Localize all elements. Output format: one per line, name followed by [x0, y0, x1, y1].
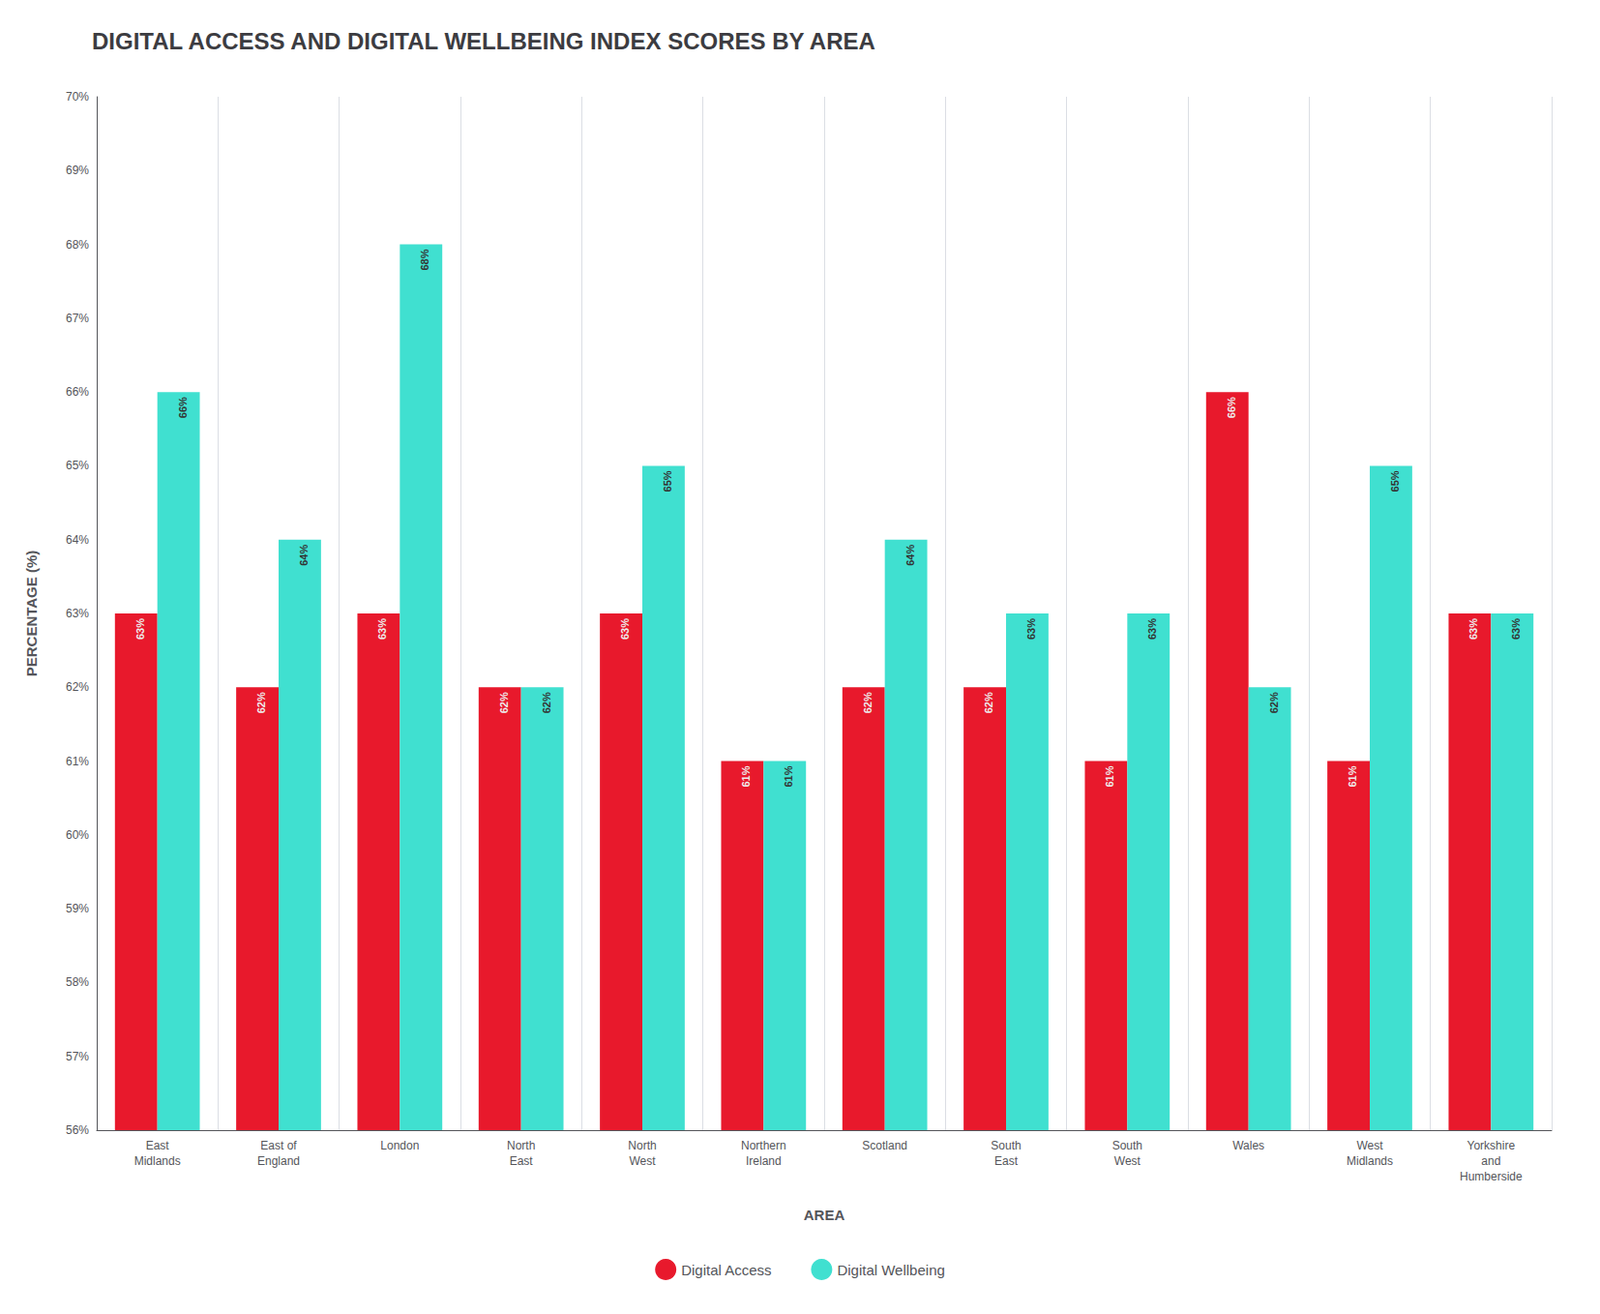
svg-text:67%: 67% [65, 311, 89, 326]
svg-text:63%: 63% [1025, 618, 1038, 640]
svg-text:66%: 66% [177, 396, 189, 418]
svg-text:Ireland: Ireland [745, 1154, 782, 1168]
svg-text:64%: 64% [904, 544, 917, 566]
svg-text:68%: 68% [418, 248, 431, 270]
svg-text:Northern: Northern [740, 1138, 787, 1153]
svg-text:West: West [1114, 1154, 1142, 1168]
svg-text:64%: 64% [297, 544, 310, 566]
svg-text:East: East [509, 1154, 534, 1168]
svg-text:PERCENTAGE (%): PERCENTAGE (%) [23, 550, 40, 678]
svg-text:70%: 70% [65, 89, 89, 104]
svg-text:North: North [627, 1138, 656, 1153]
svg-text:65%: 65% [661, 470, 674, 492]
svg-text:62%: 62% [861, 691, 874, 713]
svg-text:62%: 62% [65, 680, 89, 694]
svg-text:Humberside: Humberside [1459, 1169, 1523, 1184]
svg-text:West: West [628, 1154, 656, 1168]
svg-text:63%: 63% [1146, 618, 1158, 640]
svg-text:58%: 58% [65, 975, 89, 989]
svg-text:Scotland: Scotland [861, 1138, 908, 1153]
svg-text:61%: 61% [740, 765, 752, 787]
svg-text:62%: 62% [540, 691, 553, 713]
svg-text:and: and [1481, 1154, 1501, 1168]
svg-text:65%: 65% [65, 458, 89, 473]
svg-text:East: East [994, 1154, 1019, 1168]
svg-text:London: London [380, 1138, 419, 1153]
svg-text:62%: 62% [1268, 691, 1280, 713]
svg-text:Midlands: Midlands [1346, 1154, 1393, 1168]
svg-text:69%: 69% [65, 163, 89, 178]
svg-text:63%: 63% [65, 606, 89, 621]
svg-text:62%: 62% [982, 691, 995, 713]
svg-text:63%: 63% [1510, 618, 1522, 640]
svg-text:North: North [506, 1138, 535, 1153]
svg-text:West: West [1356, 1138, 1384, 1153]
svg-text:61%: 61% [65, 754, 89, 769]
svg-text:63%: 63% [134, 618, 147, 640]
svg-text:Yorkshire: Yorkshire [1467, 1138, 1516, 1153]
svg-text:59%: 59% [65, 901, 89, 916]
svg-text:56%: 56% [65, 1123, 89, 1137]
svg-text:East of: East of [260, 1138, 297, 1153]
svg-text:DIGITAL ACCESS AND DIGITAL WEL: DIGITAL ACCESS AND DIGITAL WELLBEING IND… [91, 28, 876, 55]
svg-text:South: South [1112, 1138, 1143, 1153]
svg-text:Digital Access: Digital Access [681, 1261, 771, 1278]
svg-text:61%: 61% [1103, 765, 1116, 787]
svg-text:East: East [146, 1138, 171, 1153]
svg-text:South: South [990, 1138, 1021, 1153]
svg-text:61%: 61% [1346, 765, 1359, 787]
svg-text:Digital Wellbeing: Digital Wellbeing [836, 1261, 945, 1278]
svg-text:Wales: Wales [1232, 1138, 1265, 1153]
svg-text:68%: 68% [65, 237, 89, 252]
svg-text:England: England [257, 1154, 300, 1168]
svg-text:63%: 63% [376, 618, 388, 640]
svg-text:64%: 64% [65, 533, 89, 547]
svg-text:62%: 62% [255, 691, 267, 713]
svg-text:Midlands: Midlands [134, 1154, 181, 1168]
svg-text:65%: 65% [1389, 470, 1401, 492]
svg-text:60%: 60% [65, 828, 89, 842]
svg-text:66%: 66% [1225, 396, 1238, 418]
svg-text:AREA: AREA [803, 1206, 846, 1223]
svg-text:62%: 62% [498, 691, 510, 713]
svg-text:57%: 57% [65, 1049, 89, 1064]
svg-text:61%: 61% [782, 765, 795, 787]
svg-text:63%: 63% [1467, 618, 1480, 640]
svg-text:66%: 66% [65, 385, 89, 399]
svg-text:63%: 63% [619, 618, 631, 640]
